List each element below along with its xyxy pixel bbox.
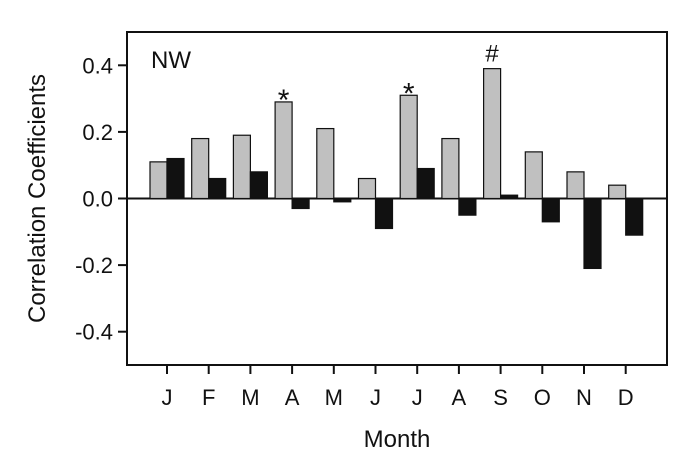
bar-series-1-4 — [274, 101, 293, 200]
bar-series-2-4 — [291, 197, 310, 210]
x-tick-label: F — [202, 385, 215, 410]
x-tick-label: M — [325, 385, 343, 410]
bar-series-1-12 — [608, 184, 627, 200]
significance-marker: * — [403, 77, 415, 110]
y-tick-label: -0.4 — [75, 320, 113, 345]
bar-series-1-10 — [524, 151, 543, 200]
significance-marker: # — [485, 41, 499, 68]
y-tick-label: 0.4 — [82, 53, 113, 78]
bar-series-1-1 — [149, 161, 168, 200]
x-tick-label: N — [576, 385, 592, 410]
bar-series-2-2 — [208, 177, 227, 200]
bar-series-1-7 — [399, 94, 418, 200]
x-axis-title: Month — [364, 426, 431, 453]
bar-series-1-6 — [357, 177, 377, 200]
y-axis-title: Correlation Coefficients — [24, 74, 51, 323]
bar-series-2-3 — [249, 171, 268, 200]
x-tick-label: M — [241, 385, 259, 410]
y-tick-label: 0.2 — [82, 120, 113, 145]
x-tick-label: S — [493, 385, 508, 410]
significance-marker: * — [278, 84, 290, 117]
bar-series-1-11 — [566, 171, 585, 200]
x-tick-label: D — [618, 385, 634, 410]
y-tick-label: 0.0 — [82, 187, 113, 212]
bar-series-1-8 — [441, 137, 460, 200]
x-tick-label: J — [412, 385, 423, 410]
bar-series-1-3 — [232, 134, 251, 200]
bar-series-2-1 — [166, 157, 185, 200]
bar-series-1-5 — [316, 127, 335, 200]
x-tick-label: O — [534, 385, 551, 410]
panel-label: NW — [151, 47, 191, 74]
x-tick-label: A — [452, 385, 467, 410]
bar-series-2-7 — [416, 167, 435, 200]
x-tick-label: J — [162, 385, 173, 410]
bar-series-2-12 — [625, 197, 644, 236]
bar-series-1-9 — [483, 68, 502, 200]
bar-series-2-11 — [583, 197, 602, 270]
bar-series-2-8 — [458, 197, 477, 216]
x-tick-label: J — [370, 385, 381, 410]
bar-series-2-5 — [333, 197, 352, 203]
bar-series-2-6 — [374, 197, 394, 230]
x-tick-label: A — [285, 385, 300, 410]
bar-series-2-10 — [541, 197, 560, 223]
bar-series-1-2 — [191, 137, 210, 200]
y-tick-label: -0.2 — [75, 253, 113, 278]
bar-series-2-9 — [500, 194, 519, 200]
